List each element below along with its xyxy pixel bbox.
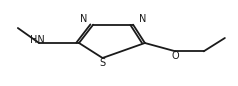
- Text: N: N: [139, 14, 146, 24]
- Text: O: O: [172, 51, 179, 61]
- Text: N: N: [80, 14, 87, 24]
- Text: HN: HN: [30, 35, 45, 45]
- Text: S: S: [99, 58, 106, 68]
